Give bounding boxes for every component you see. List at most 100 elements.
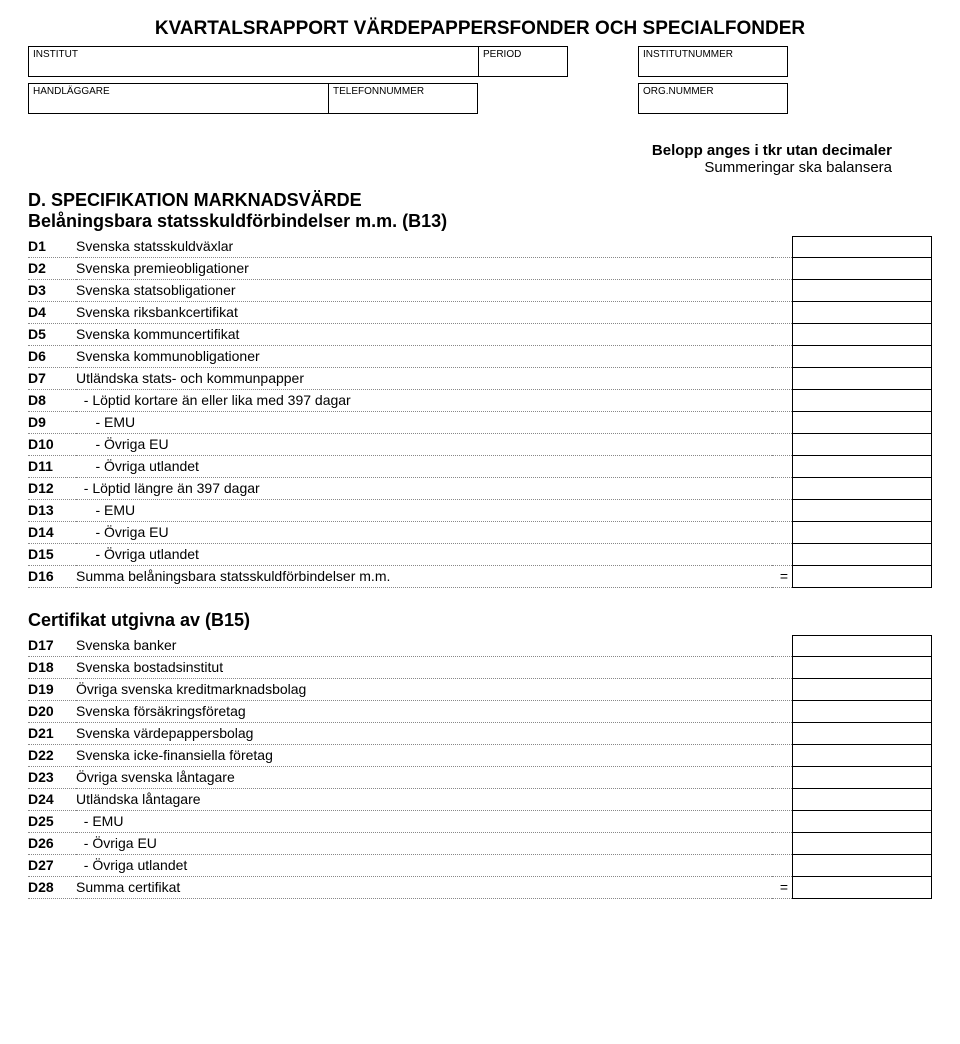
section-d-title: D. SPECIFIKATION MARKNADSVÄRDE [28, 190, 932, 211]
row-equals [772, 833, 792, 855]
row-equals [772, 657, 792, 679]
row-code: D15 [28, 544, 76, 566]
row-equals [772, 767, 792, 789]
row-equals [772, 701, 792, 723]
row-value-cell[interactable] [792, 477, 932, 500]
table-row: D2Svenska premieobligationer [28, 258, 932, 280]
institutnummer-field[interactable]: INSTITUTNUMMER [638, 46, 788, 77]
row-equals [772, 679, 792, 701]
row-code: D1 [28, 236, 76, 258]
row-value-cell[interactable] [792, 367, 932, 390]
handlaggare-field[interactable]: HANDLÄGGARE [28, 83, 328, 114]
row-code: D12 [28, 478, 76, 500]
row-code: D7 [28, 368, 76, 390]
row-equals [772, 324, 792, 346]
row-code: D13 [28, 500, 76, 522]
row-equals [772, 368, 792, 390]
row-value-cell[interactable] [792, 635, 932, 657]
row-label: Summa belåningsbara statsskuldförbindels… [76, 566, 772, 588]
section-cert-subtitle: Certifikat utgivna av (B15) [28, 610, 932, 631]
row-value-cell[interactable] [792, 678, 932, 701]
telefonnummer-field[interactable]: TELEFONNUMMER [328, 83, 478, 114]
row-code: D23 [28, 767, 76, 789]
instructions-line2: Summeringar ska balansera [28, 159, 892, 176]
row-equals [772, 390, 792, 412]
row-equals: = [772, 877, 792, 899]
row-code: D11 [28, 456, 76, 478]
orgnummer-field[interactable]: ORG.NUMMER [638, 83, 788, 114]
table-row: D19Övriga svenska kreditmarknadsbolag [28, 679, 932, 701]
row-label: - EMU [76, 500, 772, 522]
table-row: D26 - Övriga EU [28, 833, 932, 855]
row-label: - EMU [76, 811, 772, 833]
row-code: D10 [28, 434, 76, 456]
row-value-cell[interactable] [792, 455, 932, 478]
row-value-cell[interactable] [792, 411, 932, 434]
header-row-1: INSTITUT PERIOD INSTITUTNUMMER [28, 46, 932, 77]
row-value-cell[interactable] [792, 700, 932, 723]
row-value-cell[interactable] [792, 722, 932, 745]
table-row: D1Svenska statsskuldväxlar [28, 236, 932, 258]
table-row: D17Svenska banker [28, 635, 932, 657]
row-code: D22 [28, 745, 76, 767]
row-label: - EMU [76, 412, 772, 434]
row-value-cell[interactable] [792, 433, 932, 456]
row-equals [772, 544, 792, 566]
row-label: - Övriga utlandet [76, 544, 772, 566]
section-d-subtitle: Belåningsbara statsskuldförbindelser m.m… [28, 211, 932, 232]
row-label: Svenska premieobligationer [76, 258, 772, 280]
row-label: - Löptid kortare än eller lika med 397 d… [76, 390, 772, 412]
row-value-cell[interactable] [792, 656, 932, 679]
row-equals [772, 456, 792, 478]
row-value-cell[interactable] [792, 236, 932, 258]
row-value-cell[interactable] [792, 565, 932, 588]
row-value-cell[interactable] [792, 744, 932, 767]
period-field[interactable]: PERIOD [478, 46, 568, 77]
row-value-cell[interactable] [792, 876, 932, 899]
row-equals [772, 302, 792, 324]
header-spacer-2 [478, 83, 638, 114]
row-value-cell[interactable] [792, 279, 932, 302]
row-equals [772, 522, 792, 544]
row-equals [772, 723, 792, 745]
row-value-cell[interactable] [792, 521, 932, 544]
row-value-cell[interactable] [792, 854, 932, 877]
table-row: D4Svenska riksbankcertifikat [28, 302, 932, 324]
row-label: Utländska låntagare [76, 789, 772, 811]
row-code: D25 [28, 811, 76, 833]
row-label: - Övriga EU [76, 833, 772, 855]
row-value-cell[interactable] [792, 788, 932, 811]
table-row: D11 - Övriga utlandet [28, 456, 932, 478]
row-value-cell[interactable] [792, 301, 932, 324]
row-code: D28 [28, 877, 76, 899]
row-equals [772, 258, 792, 280]
row-value-cell[interactable] [792, 257, 932, 280]
table-row: D6Svenska kommunobligationer [28, 346, 932, 368]
instructions-block: Belopp anges i tkr utan decimaler Summer… [28, 142, 892, 176]
table-row: D23Övriga svenska låntagare [28, 767, 932, 789]
row-label: Svenska kommunobligationer [76, 346, 772, 368]
row-equals [772, 346, 792, 368]
row-label: Övriga svenska låntagare [76, 767, 772, 789]
row-value-cell[interactable] [792, 543, 932, 566]
table-row: D3Svenska statsobligationer [28, 280, 932, 302]
row-code: D14 [28, 522, 76, 544]
row-label: Summa certifikat [76, 877, 772, 899]
row-equals [772, 500, 792, 522]
table-row: D5Svenska kommuncertifikat [28, 324, 932, 346]
institut-field[interactable]: INSTITUT [28, 46, 478, 77]
table-row: D21Svenska värdepappersbolag [28, 723, 932, 745]
row-equals [772, 478, 792, 500]
row-value-cell[interactable] [792, 766, 932, 789]
document-title: KVARTALSRAPPORT VÄRDEPAPPERSFONDER OCH S… [28, 18, 932, 40]
row-code: D18 [28, 657, 76, 679]
row-value-cell[interactable] [792, 832, 932, 855]
row-value-cell[interactable] [792, 499, 932, 522]
row-value-cell[interactable] [792, 323, 932, 346]
row-code: D4 [28, 302, 76, 324]
row-label: Svenska banker [76, 635, 772, 657]
row-value-cell[interactable] [792, 810, 932, 833]
row-value-cell[interactable] [792, 345, 932, 368]
instructions-line1: Belopp anges i tkr utan decimaler [28, 142, 892, 159]
row-value-cell[interactable] [792, 389, 932, 412]
